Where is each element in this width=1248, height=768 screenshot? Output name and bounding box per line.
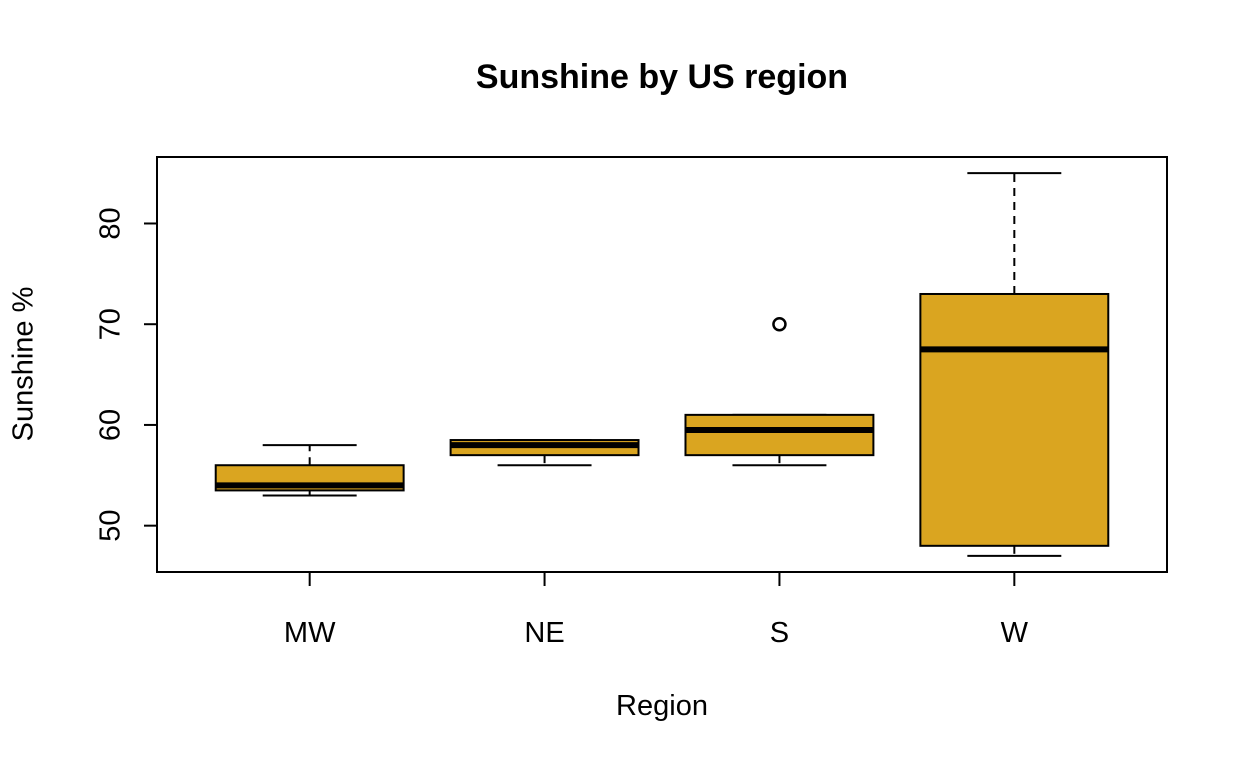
outlier-S-0 — [772, 316, 787, 332]
x-tick-label-NE: NE — [524, 617, 564, 649]
y-tick-label-80: 80 — [95, 207, 127, 239]
y-tick-label-60: 60 — [95, 409, 127, 441]
box-W — [919, 292, 1110, 547]
x-axis-label: Region — [616, 690, 708, 722]
chart-title: Sunshine by US region — [475, 58, 849, 96]
box-S — [684, 413, 875, 457]
x-tick-label-S: S — [770, 617, 789, 649]
y-tick-label-70: 70 — [95, 308, 127, 340]
x-tick-label-W: W — [1001, 617, 1029, 649]
x-tick-label-MW: MW — [284, 617, 336, 649]
y-tick-label-50: 50 — [95, 510, 127, 542]
